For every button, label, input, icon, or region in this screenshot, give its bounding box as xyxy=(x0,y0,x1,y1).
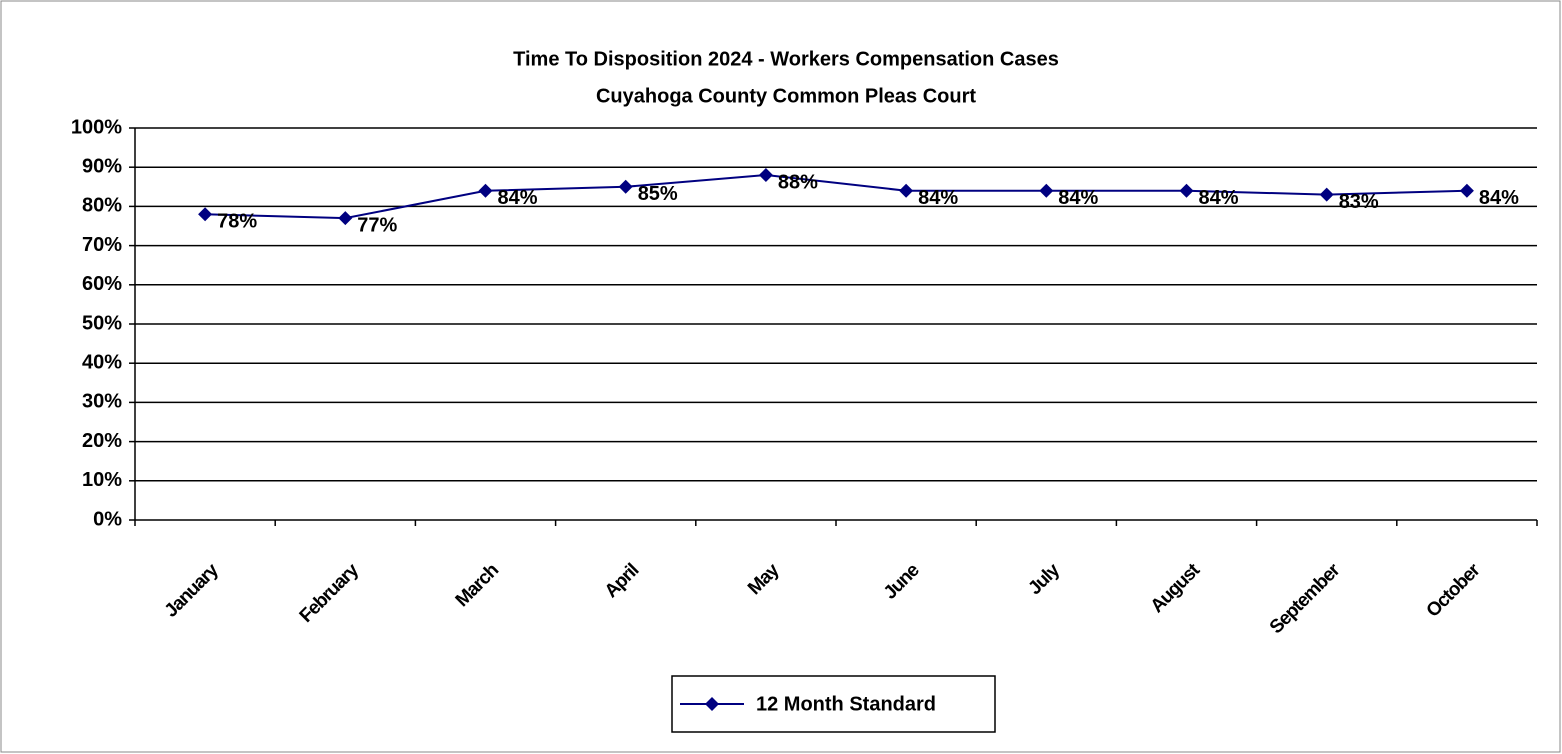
data-marker xyxy=(1179,183,1194,198)
y-tick-label: 90% xyxy=(82,155,122,177)
y-tick-label: 40% xyxy=(82,351,122,373)
legend-marker xyxy=(705,697,719,711)
y-tick-label: 50% xyxy=(82,312,122,334)
data-marker xyxy=(1039,183,1054,198)
y-tick-label: 60% xyxy=(82,273,122,295)
data-marker xyxy=(1319,187,1334,202)
series-line xyxy=(205,174,1467,220)
y-tick-label: 100% xyxy=(71,116,122,138)
data-label: 83% xyxy=(1339,191,1379,213)
chart-title: Time To Disposition 2024 - Workers Compe… xyxy=(513,48,1059,70)
data-marker xyxy=(478,183,493,198)
data-marker xyxy=(899,183,914,198)
y-tick-label: 20% xyxy=(82,430,122,452)
y-tick-label: 0% xyxy=(93,508,122,530)
data-marker xyxy=(338,211,353,226)
y-tick-label: 30% xyxy=(82,391,122,413)
data-label: 84% xyxy=(918,187,958,209)
legend-label: 12 Month Standard xyxy=(756,693,936,715)
data-label: 88% xyxy=(778,171,818,193)
data-label: 84% xyxy=(498,187,538,209)
y-tick-label: 80% xyxy=(82,195,122,217)
data-label: 78% xyxy=(217,211,257,233)
data-marker xyxy=(618,179,633,194)
y-tick-label: 10% xyxy=(82,469,122,491)
data-label: 84% xyxy=(1479,187,1519,209)
data-label: 85% xyxy=(638,183,678,205)
data-marker xyxy=(198,207,213,222)
data-marker xyxy=(1459,183,1474,198)
data-label: 77% xyxy=(357,214,397,236)
chart-subtitle: Cuyahoga County Common Pleas Court xyxy=(596,85,976,107)
data-marker xyxy=(758,168,773,183)
data-label: 84% xyxy=(1199,187,1239,209)
data-label: 84% xyxy=(1058,187,1098,209)
y-tick-label: 70% xyxy=(82,234,122,256)
